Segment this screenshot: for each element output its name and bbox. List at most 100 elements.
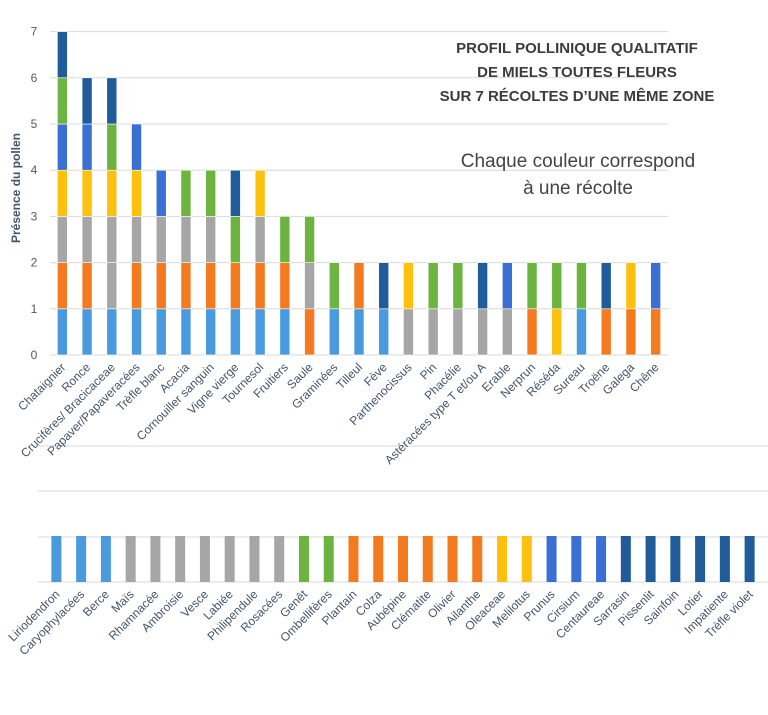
bar2 (224, 536, 235, 582)
bar2 (571, 536, 582, 582)
bar-segment (353, 308, 365, 356)
bar-segment (57, 262, 68, 310)
bar2 (546, 536, 557, 582)
bar-segment (57, 216, 68, 263)
bar-segment (106, 123, 118, 171)
bar-segment (57, 123, 68, 171)
bar-segment (230, 308, 241, 356)
bar-segment (155, 262, 167, 310)
bar-segment (477, 262, 488, 310)
subtitle-line-2: à une récolte (523, 178, 633, 199)
bar-segment (155, 169, 167, 217)
bar-segment (205, 216, 216, 263)
y-tick-label: 0 (31, 348, 38, 362)
bar-segment (452, 262, 464, 310)
x-tick-label: Tilleul (333, 360, 365, 392)
bar2 (719, 536, 730, 582)
bar-segment (180, 216, 192, 263)
bar-segment (230, 169, 241, 217)
bar-segment (180, 262, 192, 310)
bars-layer (57, 31, 661, 356)
bar-segment (106, 77, 118, 125)
bar-segment (625, 262, 637, 310)
bar-segment (353, 262, 365, 310)
bar2 (150, 536, 161, 582)
bar-segment (625, 308, 637, 356)
y-axis-label: Présence du pollen (9, 133, 23, 243)
bar-segment (427, 308, 439, 356)
bar2 (670, 536, 681, 582)
x-tick-label-2: Berce (80, 587, 112, 619)
chart-subtitle: Chaque couleur correspond à une récolte (461, 151, 696, 199)
bar-segment (180, 308, 192, 356)
bar2 (76, 536, 87, 582)
bar-segment (230, 216, 241, 263)
y-tick-label: 5 (31, 117, 38, 131)
bar-segment (304, 262, 315, 310)
xlabels2-layer: LiriodendronCaryophylacéesBerceMaïsRhamn… (5, 587, 756, 658)
bar-segment (57, 308, 68, 356)
bar2 (298, 536, 309, 582)
y-tick-label: 6 (31, 71, 38, 85)
bar-segment (254, 169, 266, 217)
bar-segment (279, 308, 291, 356)
bar2 (744, 536, 755, 582)
bar-segment (502, 262, 513, 310)
bar-segment (131, 308, 142, 356)
bar-segment (304, 216, 315, 263)
bars2-layer (51, 536, 755, 582)
bar-segment (452, 308, 464, 356)
ticks-layer: 0 1 2 3 4 5 6 7 (31, 25, 38, 362)
bar2 (125, 536, 136, 582)
title-line-1: PROFIL POLLINIQUE QUALITATIF (456, 40, 698, 57)
bar-segment (279, 216, 291, 263)
bar-segment (254, 308, 266, 356)
bar-segment (378, 262, 390, 310)
bar-segment (378, 308, 390, 356)
bar-segment (576, 308, 587, 356)
bar-segment (304, 308, 315, 356)
bar-segment (551, 308, 563, 356)
bar2 (596, 536, 607, 582)
bar-segment (81, 262, 93, 310)
bar-segment (205, 262, 216, 310)
bar-segment (526, 262, 538, 310)
bar-segment (551, 262, 563, 310)
bar2 (199, 536, 210, 582)
title-line-3: SUR 7 RÉCOLTES D’UNE MÊME ZONE (440, 87, 715, 105)
bar-segment (600, 308, 612, 356)
bar-segment (526, 308, 538, 356)
bar-segment (155, 216, 167, 263)
y-tick-label: 2 (31, 256, 38, 270)
bar2 (521, 536, 532, 582)
bar2 (175, 536, 186, 582)
bar-segment (155, 308, 167, 356)
bar2 (695, 536, 706, 582)
bar-segment (81, 77, 93, 125)
bar-segment (427, 262, 439, 310)
bar-segment (650, 308, 661, 356)
bar-segment (279, 262, 291, 310)
bar2 (249, 536, 260, 582)
bar2 (422, 536, 433, 582)
bar-segment (106, 262, 118, 310)
y-tick-label: 4 (31, 163, 38, 177)
bar-segment (650, 262, 661, 310)
bar2 (398, 536, 408, 582)
bar-segment (403, 308, 414, 356)
bar-segment (477, 308, 488, 356)
bar-segment (131, 123, 142, 171)
chart-title: PROFIL POLLINIQUE QUALITATIF DE MIELS TO… (440, 40, 715, 105)
bar-segment (81, 169, 93, 217)
bar-segment (502, 308, 513, 356)
bar2 (373, 536, 384, 582)
bar-segment (180, 169, 192, 217)
bar-segment (81, 308, 93, 356)
bar-segment (106, 308, 118, 356)
bar-segment (106, 169, 118, 217)
bar2 (472, 536, 483, 582)
bar-segment (576, 262, 587, 310)
bar-segment (328, 308, 340, 356)
